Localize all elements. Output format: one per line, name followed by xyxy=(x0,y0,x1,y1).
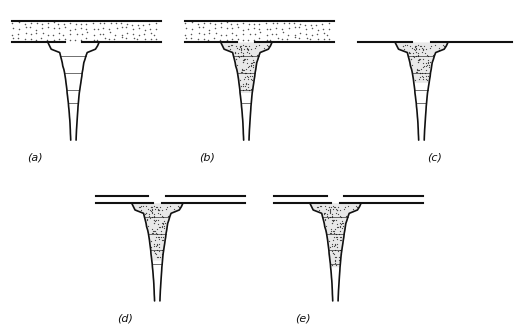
Text: (a): (a) xyxy=(27,153,42,163)
Text: (b): (b) xyxy=(200,153,215,163)
Polygon shape xyxy=(310,203,361,267)
Polygon shape xyxy=(395,43,448,83)
Text: (d): (d) xyxy=(117,314,133,324)
Polygon shape xyxy=(221,43,272,93)
Text: (c): (c) xyxy=(428,153,442,163)
Polygon shape xyxy=(132,203,183,261)
Text: (e): (e) xyxy=(295,314,311,324)
